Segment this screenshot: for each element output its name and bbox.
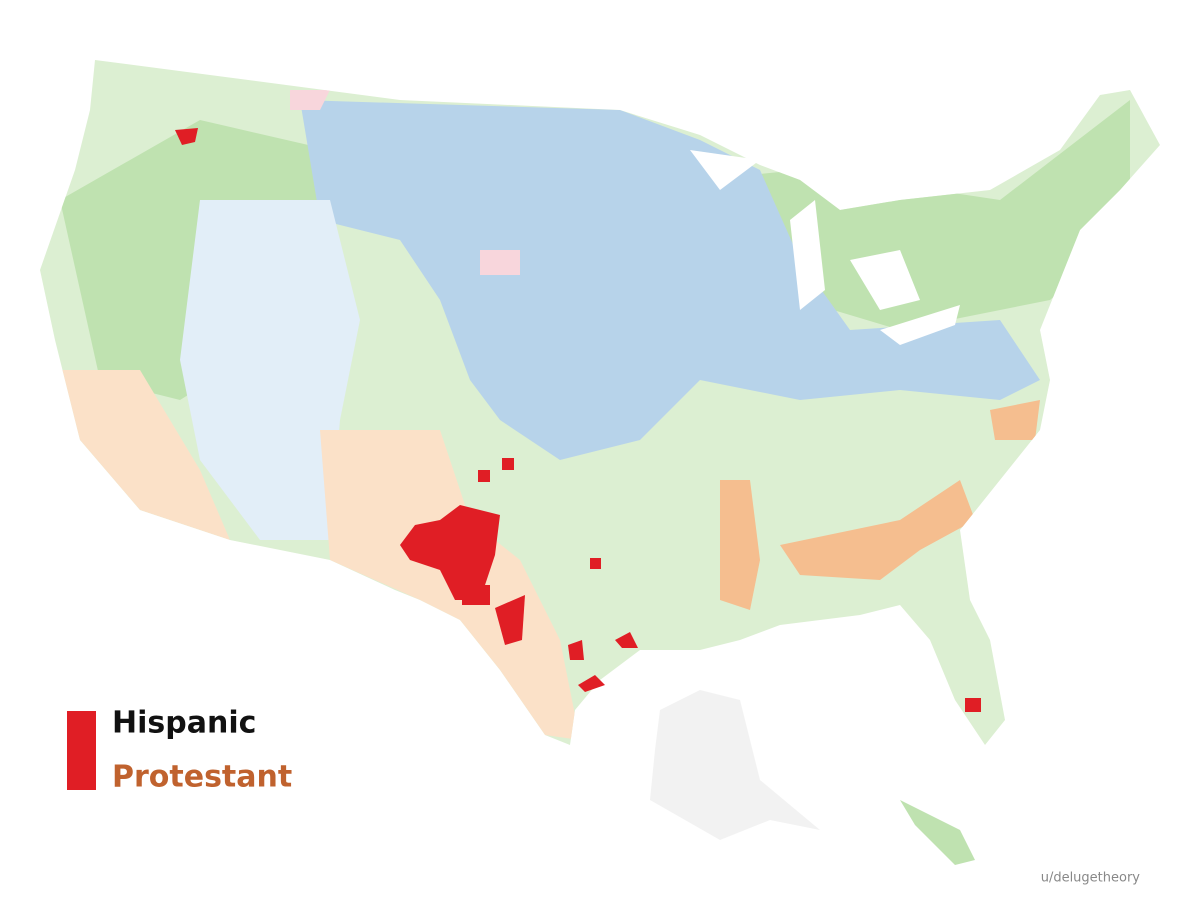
blue-region: [300, 100, 1040, 460]
orange-region: [990, 400, 1040, 440]
lake: [850, 250, 920, 310]
great-lakes: [690, 150, 960, 345]
county: [478, 470, 490, 482]
orange-region: [720, 480, 760, 610]
pink-region: [290, 90, 330, 110]
county: [615, 632, 638, 648]
pale-blue-region: [180, 200, 360, 540]
pink-region: [480, 250, 520, 275]
county-cluster: [400, 505, 500, 600]
lake: [690, 150, 760, 190]
county: [965, 698, 981, 712]
orange-region: [780, 480, 975, 580]
county: [578, 675, 605, 692]
alaska: [650, 690, 820, 840]
peach-region: [60, 370, 230, 540]
legend-swatch: [67, 711, 96, 790]
county: [462, 585, 490, 605]
legend-label: Hispanic: [112, 706, 256, 741]
hispanic-counties: [175, 128, 981, 712]
county: [568, 640, 584, 660]
lake: [790, 200, 825, 310]
county: [502, 458, 514, 470]
county: [175, 128, 198, 145]
legend-label: Protestant: [112, 760, 292, 795]
hawaii: [900, 800, 975, 865]
county-cluster: [495, 595, 525, 645]
credit: u/delugetheory: [1041, 871, 1141, 886]
county: [590, 558, 601, 569]
lake: [880, 305, 960, 345]
